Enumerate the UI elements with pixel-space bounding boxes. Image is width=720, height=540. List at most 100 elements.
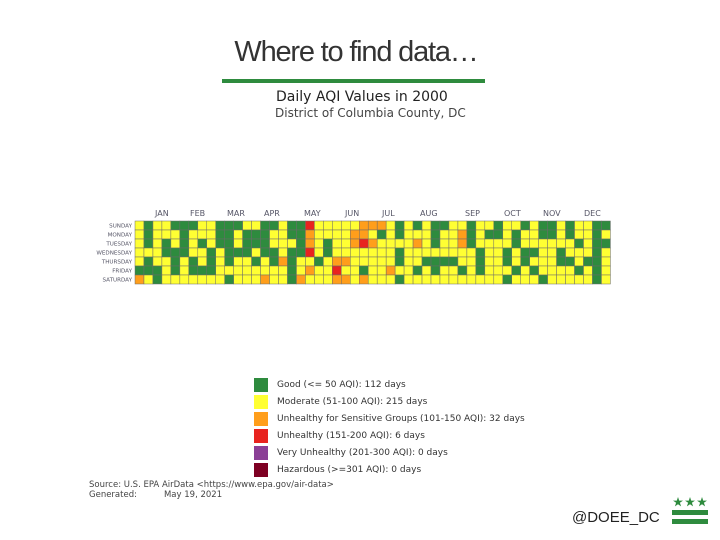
aqi-cell [448,274,459,285]
aqi-cell [439,256,450,267]
aqi-cell [296,274,306,285]
aqi-cell [233,247,243,258]
aqi-cell [359,274,369,285]
aqi-cell [161,256,172,267]
aqi-cell [574,274,584,285]
aqi-cell [502,238,512,249]
aqi-cell [359,256,369,267]
aqi-cell [529,274,539,285]
aqi-cell [143,229,154,240]
aqi-cell [574,238,584,249]
legend-item-sensitive: Unhealthy for Sensitive Groups (101-150 … [254,410,525,427]
aqi-cell [188,220,199,231]
aqi-cell [179,256,190,267]
aqi-cell [484,238,495,249]
aqi-cell [520,265,530,276]
twitter-handle: @DOEE_DC [572,509,660,526]
aqi-cell [385,238,396,249]
aqi-cell [430,220,441,231]
aqi-cell [341,274,351,285]
aqi-cell [251,247,261,258]
aqi-cell [206,265,216,276]
aqi-cell [538,256,548,267]
aqi-cell [538,247,548,258]
aqi-cell [565,247,575,258]
dc-flag-logo [672,497,708,524]
aqi-cell [278,274,288,285]
aqi-cell [520,256,530,267]
aqi-cell [305,265,315,276]
aqi-cell [206,220,216,231]
aqi-cell [188,274,199,285]
aqi-cell [421,247,432,258]
day-label-tuesday: TUESDAY [105,242,132,248]
legend-item-moderate: Moderate (51-100 AQI): 215 days [254,393,525,410]
aqi-cell [430,256,441,267]
aqi-cell [242,274,252,285]
aqi-cell [475,274,486,285]
month-label-feb: FEB [190,209,205,218]
aqi-cell [224,265,234,276]
aqi-cell [188,247,199,258]
aqi-cell [269,256,279,267]
aqi-cell [269,265,279,276]
aqi-calendar-heatmap: JAN FEB MAR APR MAY JUN JUL AUG SEP OCT NOV DEC SUND… [96,209,611,285]
aqi-cell [359,247,369,258]
aqi-cell [430,247,441,258]
aqi-cell [601,229,611,240]
month-label-apr: APR [264,209,280,218]
aqi-cell [511,229,521,240]
flag-star-1 [673,497,683,507]
aqi-cell [601,274,611,285]
aqi-cell [242,238,252,249]
aqi-cell [215,265,225,276]
aqi-cell [394,256,405,267]
aqi-cell [260,220,270,231]
aqi-cell [448,229,459,240]
aqi-cell [314,220,324,231]
aqi-cell [457,220,468,231]
aqi-cell [314,238,324,249]
aqi-cell [260,247,270,258]
day-label-saturday: SATURDAY [103,278,133,284]
aqi-cell [161,247,172,258]
aqi-cell [278,229,288,240]
aqi-cell [376,256,387,267]
aqi-cell [242,256,252,267]
aqi-cell [592,256,602,267]
aqi-cell [466,256,477,267]
aqi-cell [457,256,468,267]
aqi-cell [502,265,512,276]
month-label-aug: AUG [420,209,438,218]
aqi-cell [412,247,423,258]
aqi-cell [565,229,575,240]
aqi-cell [143,265,154,276]
aqi-cell [332,256,342,267]
aqi-cell [412,256,423,267]
aqi-cell [134,229,145,240]
aqi-cell [260,256,270,267]
aqi-cell [403,238,414,249]
aqi-cell [323,274,333,285]
aqi-cell [511,247,521,258]
aqi-cell [556,229,566,240]
month-label-may: MAY [304,209,321,218]
legend-item-unhealthy: Unhealthy (151-200 AQI): 6 days [254,428,525,445]
aqi-cell [161,265,172,276]
aqi-cell [197,256,208,267]
aqi-cell [385,256,396,267]
aqi-cell [296,229,306,240]
aqi-cell [134,220,145,231]
aqi-cell [502,220,512,231]
aqi-cell [323,238,333,249]
legend-label-sensitive: Unhealthy for Sensitive Groups (101-150 … [277,413,525,424]
aqi-cell [350,229,360,240]
aqi-cell [385,229,396,240]
aqi-cell [260,229,270,240]
aqi-cell [188,238,199,249]
aqi-cell [538,229,548,240]
aqi-cell [341,238,351,249]
aqi-cell [332,238,342,249]
aqi-cell [394,274,405,285]
aqi-cell [224,274,234,285]
